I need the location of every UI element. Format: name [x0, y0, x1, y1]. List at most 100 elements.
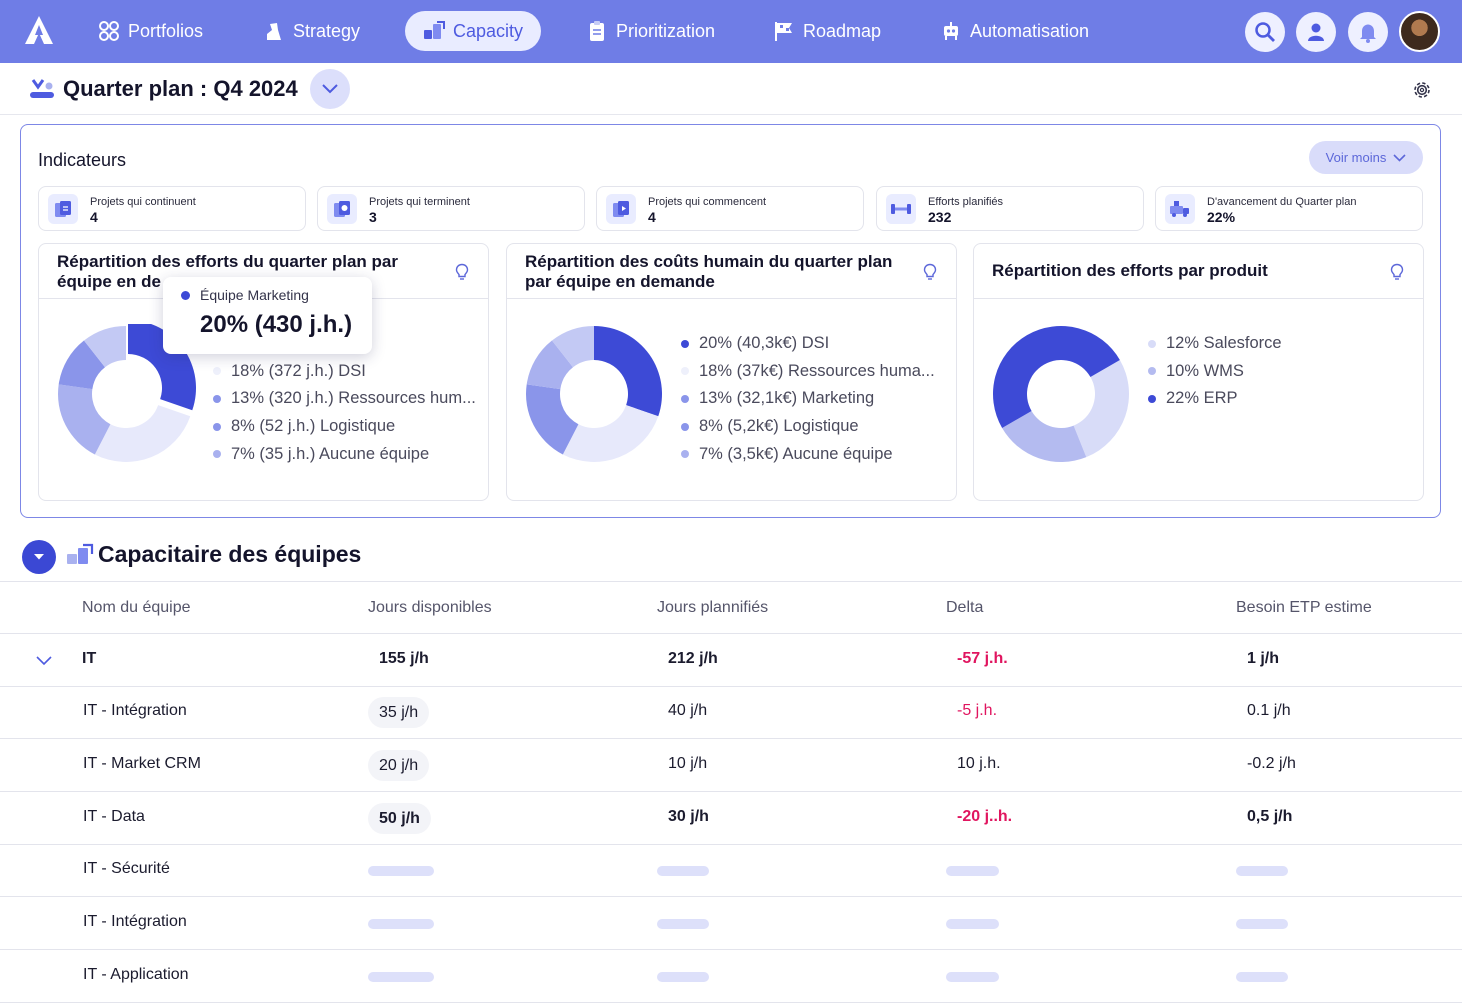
lightbulb-icon[interactable] — [922, 263, 938, 281]
cell-delta: -5 j.h. — [957, 702, 998, 719]
nav-label-portfolios: Portfolios — [128, 20, 204, 41]
cell-delta: 10 j.h. — [957, 755, 1001, 772]
donut-slice-ressources-humaines[interactable] — [57, 384, 111, 455]
strategy-icon — [267, 23, 281, 40]
quarter-dropdown-button[interactable] — [310, 69, 350, 109]
avatar[interactable] — [1399, 11, 1440, 52]
nav-label-prioritization: Prioritization — [616, 20, 716, 41]
bell-icon — [1360, 24, 1376, 43]
donut-slice-logistique[interactable] — [58, 340, 105, 390]
notifications-button[interactable] — [1348, 12, 1388, 52]
donut-slice-dsi[interactable] — [94, 405, 191, 462]
cell-team-name: IT - Market CRM — [83, 755, 201, 772]
donut-slice-dsi[interactable] — [594, 326, 662, 417]
cell-available-days[interactable]: 50 j/h — [368, 803, 431, 834]
legend-dot — [1148, 394, 1156, 403]
nav-item-capacity[interactable]: Capacity — [405, 11, 542, 51]
card-header: Répartition des efforts par produit — [974, 244, 1423, 299]
column-header-team[interactable]: Nom du équipe — [82, 599, 191, 616]
table-row-loading[interactable]: IT - Application — [0, 950, 1462, 1003]
legend-label: 18% (37k€) Ressources huma... — [699, 361, 935, 380]
kpi-card-ending: Projets qui terminent 3 — [317, 186, 585, 231]
nav-label-capacity: Capacity — [453, 20, 524, 41]
legend-label: 7% (35 j.h.) Aucune équipe — [231, 444, 430, 463]
donut-slice-aucune-quipe[interactable] — [83, 326, 126, 368]
donut-chart-efforts-by-product[interactable] — [991, 324, 1131, 464]
donut-slice-wms[interactable] — [1002, 411, 1087, 462]
column-header-available-days[interactable]: Jours disponibles — [368, 599, 492, 616]
lightbulb-icon[interactable] — [454, 263, 470, 281]
legend-item: 8% (52 j.h.) Logistique — [213, 413, 476, 441]
loading-placeholder — [946, 972, 999, 982]
table-row-loading[interactable]: IT - Intégration — [0, 897, 1462, 950]
kpi-value: 232 — [928, 209, 952, 225]
loading-placeholder — [946, 919, 999, 929]
donut-slice-aucune-quipe[interactable] — [551, 326, 594, 368]
nav-item-portfolios[interactable]: Portfolios — [80, 11, 221, 51]
loading-placeholder — [1236, 919, 1288, 929]
kpi-value: 3 — [369, 209, 377, 225]
caret-down-icon — [34, 554, 44, 560]
see-less-label: Voir moins — [1325, 150, 1387, 165]
progress-truck-icon — [1165, 194, 1195, 224]
table-row[interactable]: IT - Data 50 j/h 30 j/h -20 j..h. 0,5 j/… — [0, 792, 1462, 845]
collapse-section-button[interactable] — [22, 540, 56, 574]
table-row[interactable]: IT - Intégration 35 j/h 40 j/h -5 j.h. 0… — [0, 686, 1462, 739]
card-title: Répartition des efforts par produit — [992, 261, 1268, 280]
table-header: Nom du équipe Jours disponibles Jours pl… — [0, 581, 1462, 634]
cell-planned-days: 40 j/h — [668, 702, 708, 719]
portfolios-icon — [99, 21, 119, 41]
kpi-value: 4 — [90, 209, 98, 225]
loading-placeholder — [946, 866, 999, 876]
donut-slice-erp[interactable] — [993, 326, 1120, 428]
column-header-delta[interactable]: Delta — [946, 599, 984, 616]
loading-placeholder — [368, 866, 434, 876]
projects-continue-icon — [48, 194, 78, 224]
card-title: Répartition des coûts humain du quarter … — [525, 252, 893, 291]
donut-slice-ressources-humaines[interactable] — [562, 405, 659, 462]
donut-chart-costs-by-team[interactable] — [524, 324, 664, 464]
nav-item-automatisation[interactable]: Automatisation — [922, 11, 1107, 51]
legend-dot — [681, 339, 689, 348]
table-row-loading[interactable]: IT - Sécurité — [0, 844, 1462, 897]
legend-dot — [213, 450, 221, 459]
chart-tooltip: Équipe Marketing 20% (430 j.h.) — [163, 277, 372, 354]
settings-icon[interactable] — [1411, 79, 1433, 101]
loading-placeholder — [1236, 866, 1288, 876]
chevron-down-icon[interactable] — [35, 651, 53, 669]
kpi-card-efforts: Efforts planifiés 232 — [876, 186, 1144, 231]
flag-icon — [775, 22, 792, 41]
legend-dot — [681, 422, 689, 431]
top-navigation: Portfolios Strategy Capacity Prioritizat… — [0, 0, 1462, 63]
nav-item-strategy[interactable]: Strategy — [245, 11, 378, 51]
app-logo[interactable] — [24, 15, 54, 45]
cell-available-days[interactable]: 20 j/h — [368, 750, 430, 781]
column-header-planned-days[interactable]: Jours plannifiés — [657, 599, 769, 616]
cell-team-name: IT - Application — [83, 966, 189, 983]
legend-label: 8% (52 j.h.) Logistique — [231, 417, 396, 436]
legend-dot — [681, 450, 689, 459]
legend-label: 13% (320 j.h.) Ressources hum... — [231, 389, 476, 408]
donut-slice-marketing[interactable] — [526, 384, 579, 455]
capacity-icon — [424, 21, 445, 39]
legend-dot — [1148, 367, 1156, 376]
nav-item-roadmap[interactable]: Roadmap — [755, 11, 899, 51]
see-less-button[interactable]: Voir moins — [1309, 141, 1423, 174]
search-button[interactable] — [1245, 12, 1285, 52]
column-header-fte-need[interactable]: Besoin ETP estime — [1236, 599, 1372, 616]
cell-planned-days: 212 j/h — [668, 650, 718, 667]
user-icon — [1308, 23, 1324, 41]
table-row-group[interactable]: IT 155 j/h 212 j/h -57 j.h. 1 j/h — [0, 634, 1462, 687]
profile-button[interactable] — [1296, 12, 1336, 52]
nav-label-roadmap: Roadmap — [803, 20, 882, 41]
chevron-down-icon — [322, 84, 338, 94]
donut-slice-logistique[interactable] — [526, 340, 573, 390]
tooltip-dot — [181, 291, 190, 300]
nav-label-automatisation: Automatisation — [970, 20, 1090, 41]
donut-slice-salesforce[interactable] — [1073, 360, 1129, 458]
cell-available-days[interactable]: 35 j/h — [368, 697, 430, 728]
nav-item-prioritization[interactable]: Prioritization — [568, 11, 733, 51]
table-row[interactable]: IT - Market CRM 20 j/h 10 j/h 10 j.h. -0… — [0, 739, 1462, 792]
clipboard-icon — [590, 21, 604, 41]
lightbulb-icon[interactable] — [1389, 263, 1405, 281]
